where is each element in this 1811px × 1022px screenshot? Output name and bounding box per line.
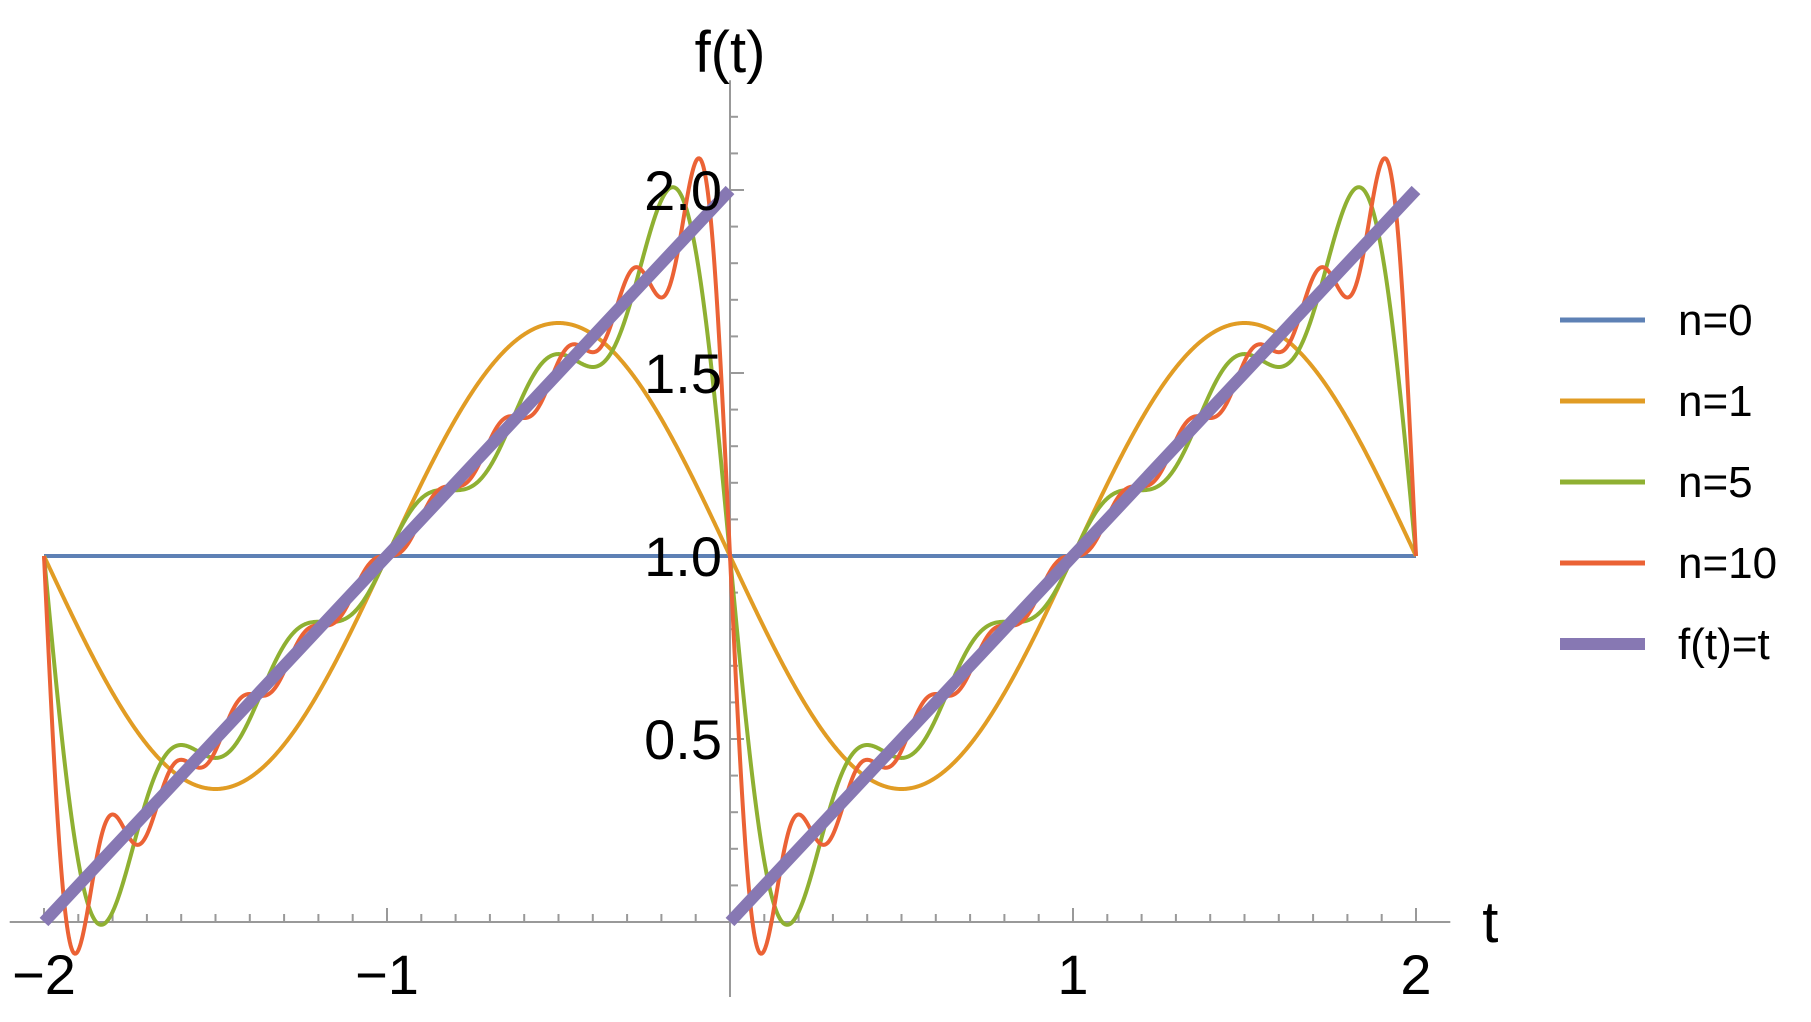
y-tick-label: 2.0 xyxy=(644,159,722,222)
legend-label: n=0 xyxy=(1678,296,1753,345)
x-tick-label: −2 xyxy=(12,943,76,1006)
y-tick-label: 1.0 xyxy=(644,525,722,588)
legend-label: n=1 xyxy=(1678,377,1753,426)
x-tick-label: 2 xyxy=(1400,943,1431,1006)
series-line-n-10 xyxy=(42,156,1418,956)
legend-label: f(t)=t xyxy=(1678,620,1770,669)
x-axis-title: t xyxy=(1482,890,1498,955)
series-line-f-t-t xyxy=(39,185,1421,927)
series-layer xyxy=(39,156,1421,956)
x-tick-label: 1 xyxy=(1057,943,1088,1006)
legend: n=0 n=1 n=5 n=10 f(t)=t xyxy=(1560,296,1777,669)
tick-labels: −2 −1 1 2 0.5 1.0 1.5 2.0 xyxy=(12,159,1432,1006)
y-axis-title: f(t) xyxy=(695,20,766,85)
y-tick-label: 1.5 xyxy=(644,342,722,405)
legend-label: n=5 xyxy=(1678,458,1753,507)
y-tick-label: 0.5 xyxy=(644,708,722,771)
x-tick-label: −1 xyxy=(355,943,419,1006)
legend-label: n=10 xyxy=(1678,539,1777,588)
